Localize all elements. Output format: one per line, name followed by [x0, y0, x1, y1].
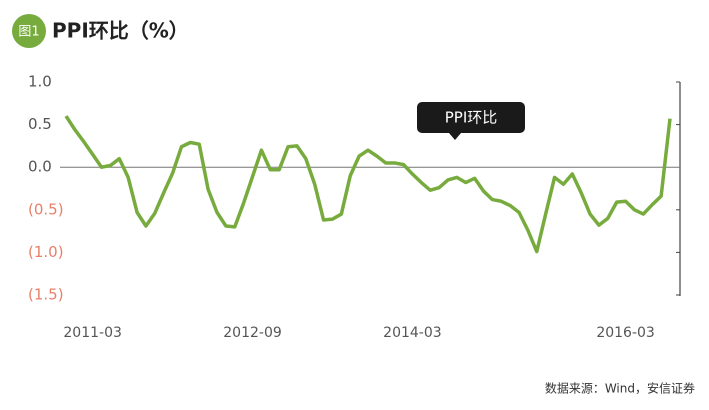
- x-tick-label: 2011-03: [63, 325, 122, 341]
- annotation: PPI环比: [417, 102, 525, 140]
- source: 数据来源：Wind，安信证券: [545, 381, 695, 396]
- annotation-text: PPI环比: [445, 109, 498, 127]
- y-tick-label: (1.0): [28, 243, 64, 261]
- series-line: [64, 115, 672, 254]
- y-tick-label: (0.5): [28, 200, 64, 218]
- x-tick-label: 2014-03: [383, 325, 442, 341]
- y-tick-label: 0.0: [28, 158, 52, 176]
- x-tick-label: 2012-09: [223, 325, 282, 341]
- badge: 图1: [18, 25, 39, 40]
- badge-circle: [12, 14, 46, 48]
- chart-title: PPI环比（%）: [52, 19, 189, 43]
- x-tick-label: 2016-03: [596, 325, 655, 341]
- y-tick-label: (1.5): [28, 286, 64, 304]
- y-tick-label: 1.0: [28, 73, 52, 91]
- annotation-box: [417, 102, 525, 140]
- y-tick-label: 0.5: [28, 115, 52, 133]
